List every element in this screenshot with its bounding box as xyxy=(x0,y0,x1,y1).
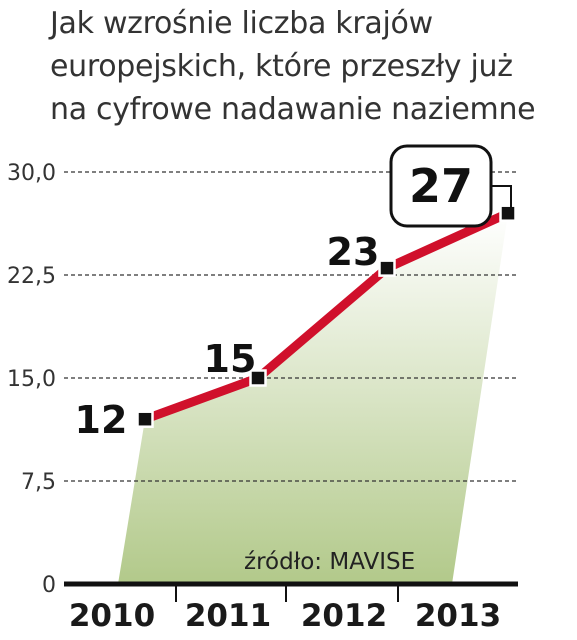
y-tick-label: 0 xyxy=(42,573,56,598)
highlight-label-box xyxy=(389,144,493,228)
data-label: 15 xyxy=(204,337,257,381)
data-point xyxy=(378,259,396,277)
x-tick-label: 2011 xyxy=(185,598,271,634)
x-tick-label: 2012 xyxy=(301,598,387,634)
x-tick-label: 2013 xyxy=(415,598,501,634)
y-tick-label: 7,5 xyxy=(21,470,56,495)
title-line-3: na cyfrowe nadawanie naziemne xyxy=(50,92,536,127)
series-line xyxy=(143,209,510,424)
data-point xyxy=(499,204,517,222)
title-line-1: Jak wzrośnie liczba krajów xyxy=(50,6,433,41)
data-label: 27 xyxy=(409,159,473,213)
data-point xyxy=(136,410,154,428)
data-point xyxy=(249,369,267,387)
data-label: 23 xyxy=(327,230,380,274)
y-tick-label: 30,0 xyxy=(7,161,56,186)
area-fill xyxy=(118,213,508,584)
chart-title: Jak wzrośnie liczba krajów europejskich,… xyxy=(50,2,570,131)
data-label: 12 xyxy=(75,398,128,442)
source-label: źródło: MAVISE xyxy=(244,549,415,575)
title-line-2: europejskich, które przeszły już xyxy=(50,49,513,84)
label-connector xyxy=(491,185,512,208)
x-tick-label: 2010 xyxy=(69,598,155,634)
y-tick-label: 15,0 xyxy=(7,367,56,392)
y-tick-label: 22,5 xyxy=(7,264,56,289)
